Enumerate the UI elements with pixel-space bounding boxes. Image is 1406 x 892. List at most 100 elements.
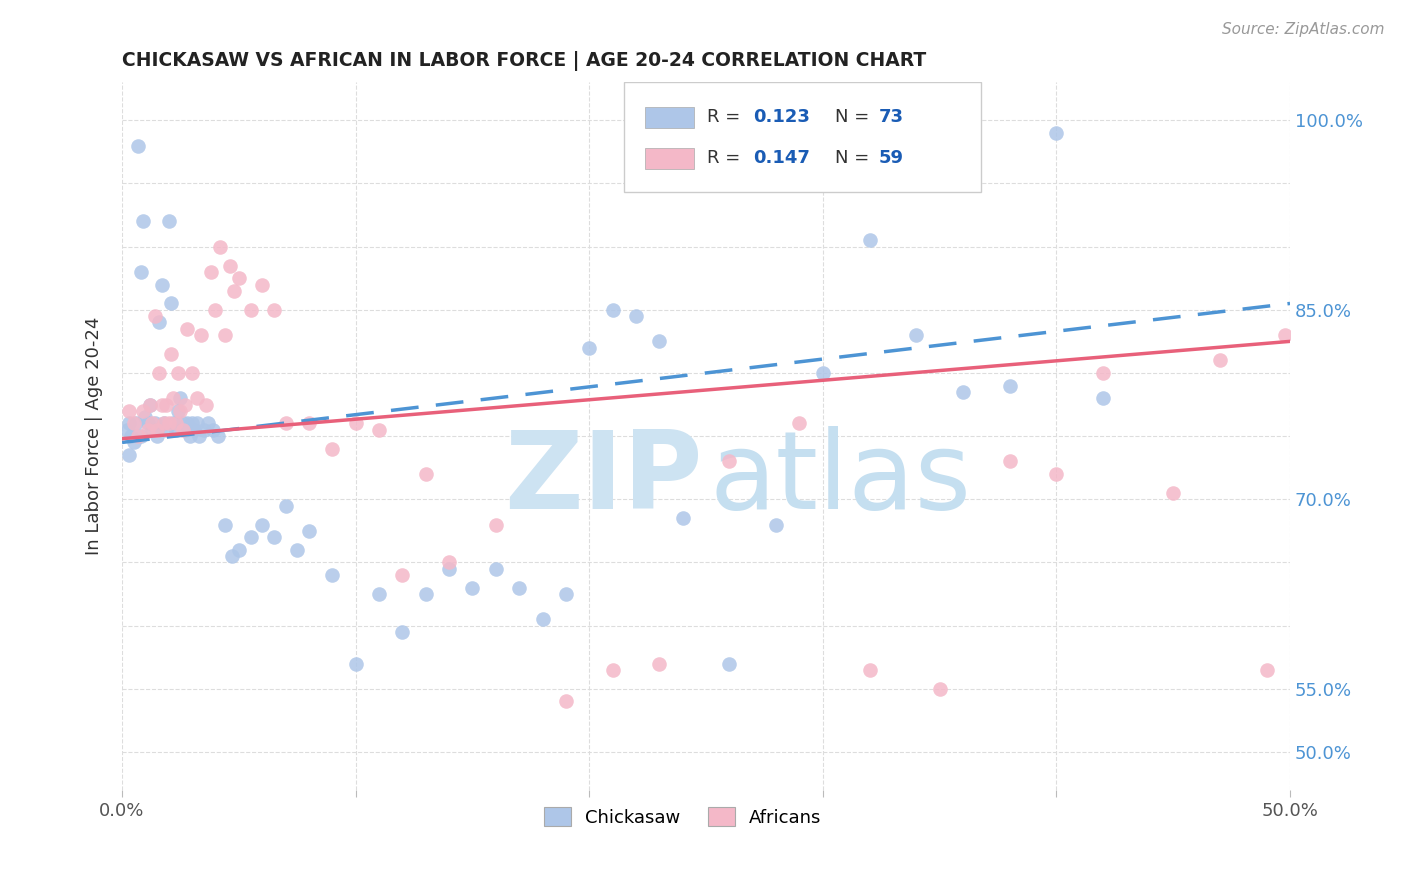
Point [179,429,201,443]
Point [214,328,236,343]
Point [195,398,218,412]
Point [321,568,343,582]
Point [485,517,508,532]
Point [368,423,391,437]
Point [162,417,184,431]
Text: 0.147: 0.147 [752,149,810,167]
Point [139,398,162,412]
Point [905,328,928,343]
Point [218,259,240,273]
Point [127,138,149,153]
Point [250,277,273,292]
Point [928,681,950,696]
Point [1161,486,1184,500]
Point [118,417,141,431]
Point [118,404,141,418]
Text: N =: N = [835,149,875,167]
Point [1092,391,1115,405]
Text: atlas: atlas [710,425,972,532]
Point [228,542,250,557]
Point [263,302,285,317]
Legend: Chickasaw, Africans: Chickasaw, Africans [537,800,828,834]
FancyBboxPatch shape [645,107,695,128]
Point [157,417,180,431]
Point [298,524,321,538]
Point [531,612,554,626]
Point [648,657,671,671]
Point [127,429,149,443]
Point [602,302,624,317]
Point [554,694,576,708]
Point [197,417,219,431]
Point [221,549,243,564]
Point [285,542,308,557]
Point [122,435,145,450]
Point [858,663,880,677]
Point [274,499,297,513]
Point [207,429,229,443]
Point [415,467,437,481]
Point [1045,467,1067,481]
Point [155,423,177,437]
Point [148,315,170,329]
Point [186,391,208,405]
Point [1209,353,1232,368]
Point [952,384,974,399]
Point [624,309,647,323]
Point [160,296,183,310]
Point [485,562,508,576]
Point [204,302,226,317]
Point [344,417,367,431]
Point [181,417,204,431]
Text: ZIP: ZIP [503,425,703,532]
Point [141,423,163,437]
Point [146,429,169,443]
Point [125,417,148,431]
Point [554,587,576,601]
Point [176,322,198,336]
Point [188,429,211,443]
Point [134,410,156,425]
Point [672,511,695,525]
Point [167,404,190,418]
Point [239,302,262,317]
Text: 59: 59 [879,149,904,167]
Point [150,398,173,412]
Point [118,448,141,462]
Text: Source: ZipAtlas.com: Source: ZipAtlas.com [1222,22,1385,37]
Point [274,417,297,431]
Point [120,429,142,443]
Point [200,265,222,279]
Point [858,233,880,247]
Point [578,341,600,355]
Point [183,423,205,437]
Point [190,328,212,343]
Point [1045,126,1067,140]
Point [998,378,1021,392]
Point [718,657,741,671]
Point [146,423,169,437]
Point [115,423,138,437]
Point [391,568,413,582]
Point [209,239,232,253]
Point [214,517,236,532]
Point [298,417,321,431]
Point [160,347,183,361]
Point [155,398,177,412]
Point [228,271,250,285]
Point [136,423,159,437]
Text: 73: 73 [879,108,904,126]
Point [321,442,343,456]
Point [202,423,225,437]
Point [146,423,169,437]
Point [224,284,246,298]
Point [172,417,194,431]
Point [129,429,152,443]
Point [169,391,191,405]
Point [368,587,391,601]
Point [391,624,413,639]
Point [150,277,173,292]
Point [148,366,170,380]
Point [181,366,204,380]
Text: N =: N = [835,108,875,126]
